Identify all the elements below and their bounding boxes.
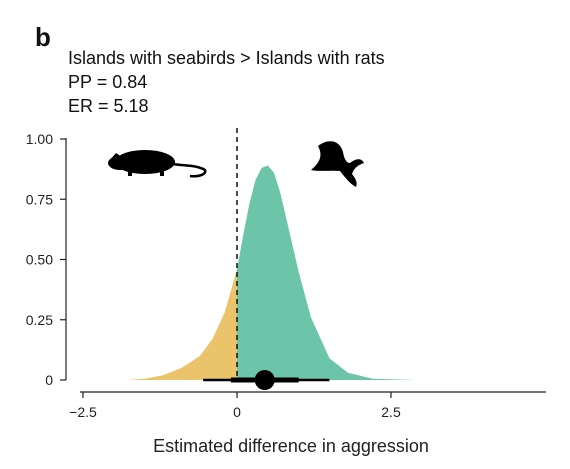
y-tick-label: 0: [45, 372, 53, 388]
panel-label: b: [35, 22, 51, 52]
posterior-probability: PP = 0.84: [68, 72, 148, 92]
y-tick-label: 0.25: [26, 312, 53, 328]
x-axis-title: Estimated difference in aggression: [153, 436, 429, 456]
x-tick-label: −2.5: [69, 404, 97, 420]
x-axis: −2.5 0 2.5: [69, 391, 546, 420]
evidence-ratio: ER = 5.18: [68, 96, 149, 116]
y-tick-label: 0.75: [26, 191, 53, 207]
x-tick-label: 2.5: [381, 404, 401, 420]
y-tick-label: 1.00: [26, 131, 53, 147]
density-area-negative: [126, 269, 237, 380]
seabird-silhouette-icon: [311, 141, 364, 187]
point-estimate: [254, 370, 275, 390]
comparison-title: Islands with seabirds > Islands with rat…: [68, 48, 385, 68]
density-area-positive: [237, 165, 416, 380]
rat-silhouette-icon: [108, 150, 207, 178]
y-tick-label: 0.50: [26, 252, 53, 268]
x-tick-label: 0: [233, 404, 241, 420]
y-axis: 0 0.25 0.50 0.75 1.00: [26, 131, 67, 388]
